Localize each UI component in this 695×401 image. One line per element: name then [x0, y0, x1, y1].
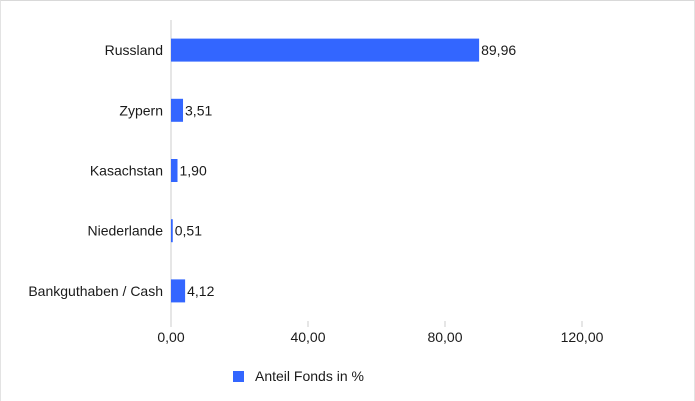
legend-label: Anteil Fonds in % [255, 368, 364, 384]
data-label: 1,90 [180, 163, 207, 179]
legend: Anteil Fonds in % [233, 368, 364, 384]
data-label: 0,51 [175, 223, 202, 239]
category-label: Niederlande [88, 223, 164, 239]
x-tick-label: 40,00 [290, 329, 325, 345]
category-label: Kasachstan [90, 163, 163, 179]
bar [171, 219, 173, 243]
bar [171, 279, 186, 303]
bar [171, 98, 184, 122]
data-label: 4,12 [187, 283, 214, 299]
bar [171, 159, 178, 182]
x-tick-label: 80,00 [427, 329, 462, 345]
x-tick-label: 120,00 [561, 329, 604, 345]
data-label: 89,96 [481, 42, 516, 58]
category-label: Zypern [119, 102, 163, 118]
bar [171, 38, 480, 62]
category-label: Bankguthaben / Cash [28, 283, 163, 299]
data-label: 3,51 [185, 102, 212, 118]
x-tick-label: 0,00 [157, 329, 184, 345]
legend-swatch [233, 370, 244, 382]
category-label: Russland [105, 42, 163, 58]
